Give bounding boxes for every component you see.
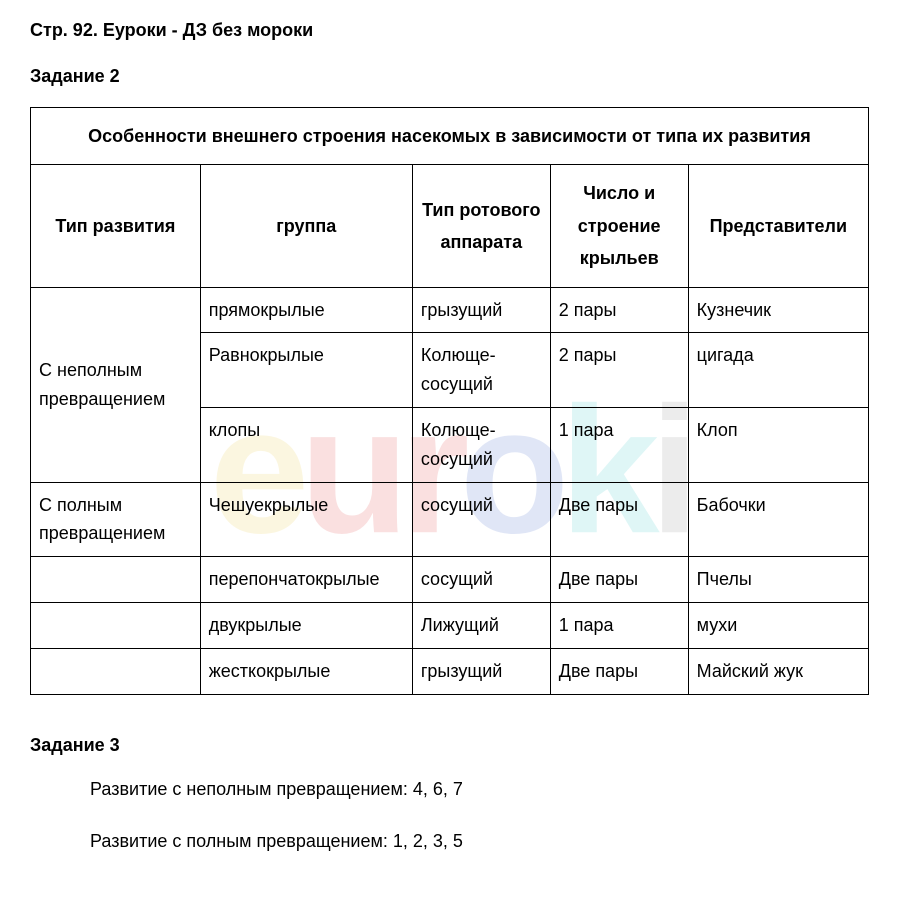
cell-wings: 2 пары: [550, 287, 688, 333]
cell-wings: Две пары: [550, 482, 688, 557]
table-row: С неполным превращением прямокрылые грыз…: [31, 287, 869, 333]
cell-group: Чешуекрылые: [200, 482, 412, 557]
cell-group: клопы: [200, 407, 412, 482]
cell-group: двукрылые: [200, 602, 412, 648]
cell-mouth: Колюще-сосущий: [412, 333, 550, 408]
cell-mouth: Колюще-сосущий: [412, 407, 550, 482]
cell-mouth: грызущий: [412, 287, 550, 333]
cell-wings: Две пары: [550, 648, 688, 694]
cell-wings: 1 пара: [550, 602, 688, 648]
cell-dev: [31, 602, 201, 648]
task2-table: Особенности внешнего строения насекомых …: [30, 107, 869, 695]
cell-dev: С неполным превращением: [31, 287, 201, 482]
cell-wings: Две пары: [550, 557, 688, 603]
header-wings: Число и строение крыльев: [550, 165, 688, 287]
cell-wings: 1 пара: [550, 407, 688, 482]
header-group: группа: [200, 165, 412, 287]
task3-section: Задание 3 Развитие с неполным превращени…: [30, 735, 869, 855]
header-dev-type: Тип развития: [31, 165, 201, 287]
cell-rep: Бабочки: [688, 482, 868, 557]
cell-dev: [31, 648, 201, 694]
table-row: С полным превращением Чешуекрылые сосущи…: [31, 482, 869, 557]
header-mouth: Тип ротового аппарата: [412, 165, 550, 287]
cell-rep: Кузнечик: [688, 287, 868, 333]
cell-group: Равнокрылые: [200, 333, 412, 408]
cell-dev: [31, 557, 201, 603]
cell-mouth: сосущий: [412, 557, 550, 603]
cell-wings: 2 пары: [550, 333, 688, 408]
table-row: двукрылые Лижущий 1 пара мухи: [31, 602, 869, 648]
cell-rep: Пчелы: [688, 557, 868, 603]
cell-rep: цигада: [688, 333, 868, 408]
page-title: Стр. 92. Еуроки - ДЗ без мороки: [30, 20, 869, 41]
cell-rep: мухи: [688, 602, 868, 648]
cell-mouth: Лижущий: [412, 602, 550, 648]
task3-title: Задание 3: [30, 735, 869, 756]
cell-rep: Майский жук: [688, 648, 868, 694]
task3-line1: Развитие с неполным превращением: 4, 6, …: [30, 776, 869, 803]
cell-group: прямокрылые: [200, 287, 412, 333]
cell-group: жесткокрылые: [200, 648, 412, 694]
table-header-row: Тип развития группа Тип ротового аппарат…: [31, 165, 869, 287]
header-reps: Представители: [688, 165, 868, 287]
table-row: жесткокрылые грызущий Две пары Майский ж…: [31, 648, 869, 694]
cell-mouth: сосущий: [412, 482, 550, 557]
cell-mouth: грызущий: [412, 648, 550, 694]
task2-title: Задание 2: [30, 66, 869, 87]
cell-rep: Клоп: [688, 407, 868, 482]
cell-group: перепончатокрылые: [200, 557, 412, 603]
cell-dev: С полным превращением: [31, 482, 201, 557]
table-caption: Особенности внешнего строения насекомых …: [31, 108, 869, 165]
task3-line2: Развитие с полным превращением: 1, 2, 3,…: [30, 828, 869, 855]
table-caption-row: Особенности внешнего строения насекомых …: [31, 108, 869, 165]
table-row: перепончатокрылые сосущий Две пары Пчелы: [31, 557, 869, 603]
page-content: Стр. 92. Еуроки - ДЗ без мороки Задание …: [30, 20, 869, 855]
